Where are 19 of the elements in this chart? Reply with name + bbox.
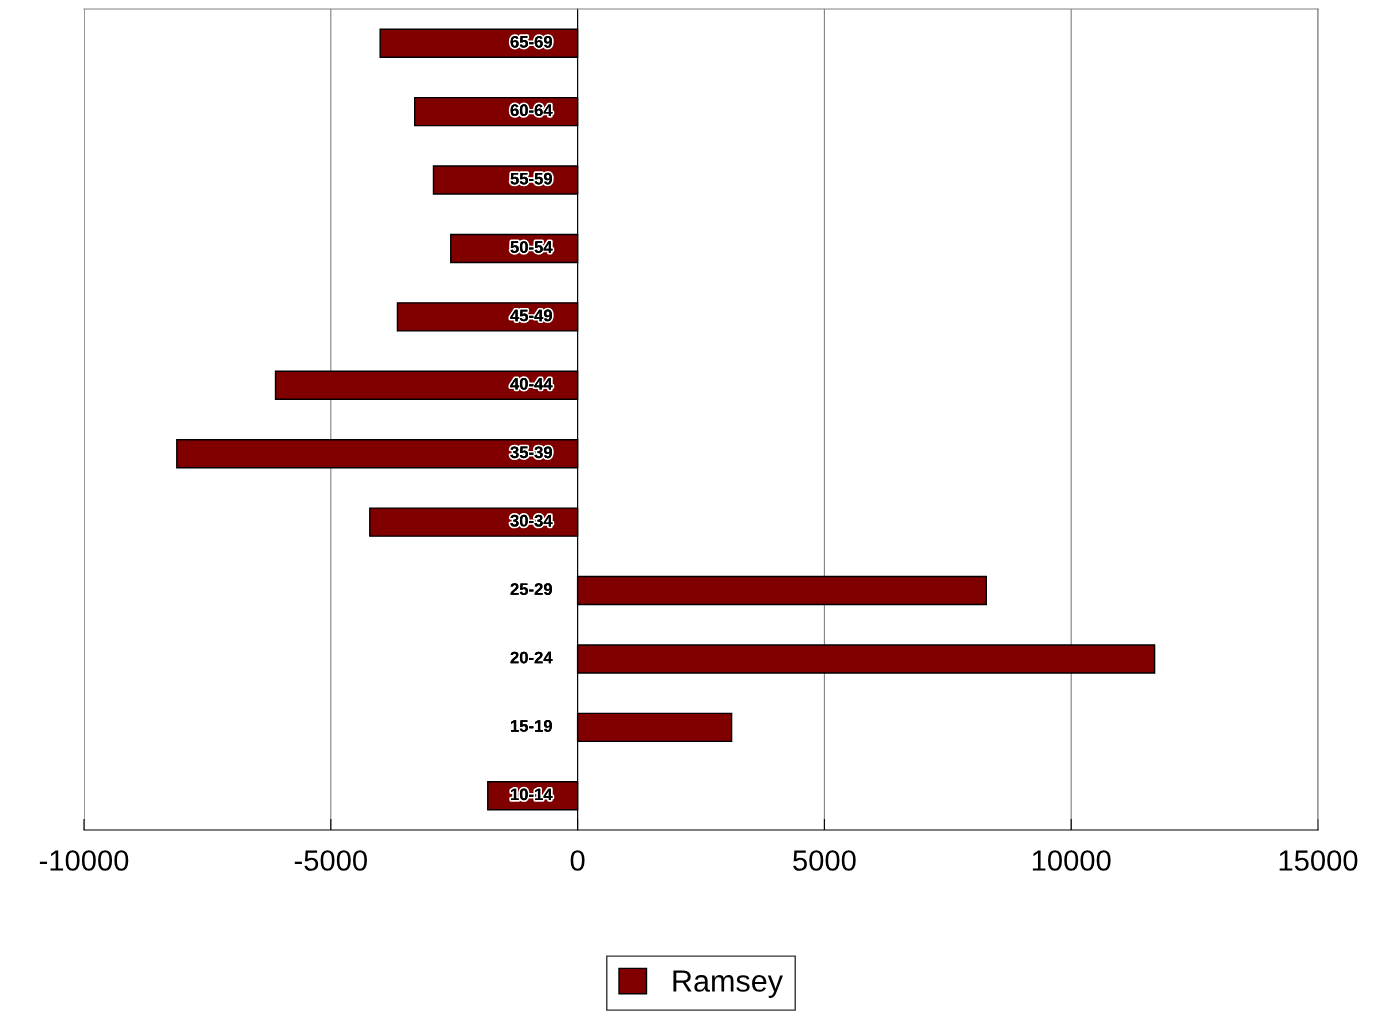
y-tick-label: 35-39 xyxy=(510,446,552,459)
y-tick-label: 25-29 xyxy=(510,583,552,596)
y-tick-label: 45-49 xyxy=(510,309,552,322)
y-tick-label: 55-59 xyxy=(510,172,552,185)
x-tick-label: 15000 xyxy=(1279,850,1358,871)
y-tick-label: 15-19 xyxy=(511,720,552,732)
x-tick-label: 10000 xyxy=(1032,850,1111,871)
y-tick-label: 40-44 xyxy=(510,377,553,390)
x-tick-label: 0 xyxy=(570,850,585,871)
x-tick-label: -5000 xyxy=(294,850,367,871)
y-tick-label: 65-69 xyxy=(510,35,552,48)
x-tick-label: 5000 xyxy=(793,850,856,871)
y-tick-label: 10-14 xyxy=(511,788,553,801)
y-tick-label: 20-24 xyxy=(510,651,553,664)
legend-label: Ramsey xyxy=(673,970,783,998)
x-tick-label: -10000 xyxy=(39,850,129,871)
y-tick-label: 30-34 xyxy=(510,514,553,527)
y-tick-label: 50-54 xyxy=(510,241,553,253)
y-tick-label: 60-64 xyxy=(510,104,553,117)
